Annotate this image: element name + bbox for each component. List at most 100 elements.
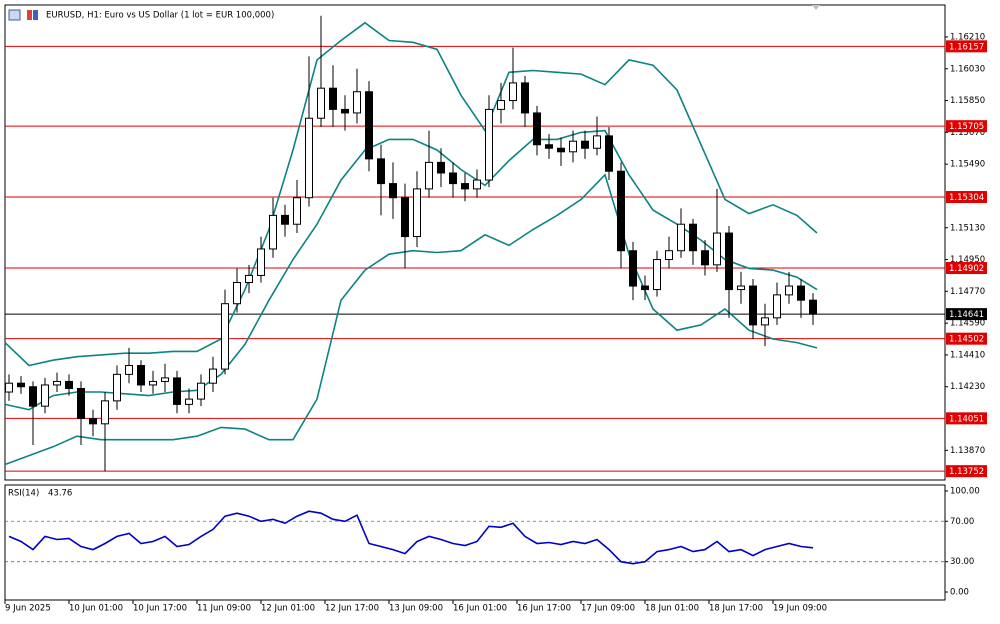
x-tick-label: 10 Jun 17:00 (133, 604, 187, 614)
candle (605, 127, 613, 181)
candle (305, 56, 313, 207)
x-tick-label: 17 Jun 09:00 (581, 604, 635, 614)
candle (65, 374, 73, 396)
candle (749, 278, 757, 340)
candle (797, 278, 805, 318)
price-level-tag (946, 120, 987, 133)
candle-body (245, 274, 253, 284)
y-tick-label: 30.00 (950, 557, 974, 567)
candle (689, 218, 697, 265)
candle-body (197, 382, 205, 400)
candle-body (233, 282, 241, 305)
candle-body (41, 384, 49, 407)
candle-body (401, 197, 409, 238)
candle (593, 116, 601, 156)
candle-body (665, 250, 673, 261)
candle-body (773, 294, 781, 319)
candle-body (629, 250, 637, 287)
candle-body (593, 135, 601, 149)
price-level-label: 1.16157 (949, 42, 984, 52)
candle (173, 370, 181, 414)
candle (629, 241, 637, 301)
candle (713, 188, 721, 272)
y-tick-label: 1.14590 (950, 319, 985, 329)
y-tick-label: 1.15850 (950, 96, 985, 106)
bollinger-band (4, 173, 818, 466)
candle (473, 169, 481, 198)
candle-body (485, 108, 493, 181)
candle-body (725, 232, 733, 291)
candle-body (797, 285, 805, 301)
price-level-tag (946, 262, 987, 275)
candle (77, 381, 85, 446)
candle-body (149, 380, 157, 386)
candle-body (353, 91, 361, 114)
price-level-tag (946, 465, 987, 478)
candle-body (89, 418, 97, 425)
bollinger-band (4, 21, 818, 367)
candle (41, 377, 49, 414)
candle-body (557, 147, 565, 153)
x-tick-label: 18 Jun 17:00 (709, 604, 763, 614)
x-tick-label: 19 Jun 09:00 (773, 604, 827, 614)
candle (209, 356, 217, 393)
candle-body (569, 140, 577, 153)
y-tick-label: 1.14770 (950, 287, 985, 297)
candle (17, 376, 25, 394)
price-level-label: 1.13752 (949, 467, 984, 477)
candle (509, 47, 517, 110)
candle (677, 208, 685, 258)
candle (377, 144, 385, 216)
candle (521, 75, 529, 128)
x-tick-label: 12 Jun 17:00 (325, 604, 379, 614)
price-level-tag (946, 191, 987, 204)
candle-body (305, 117, 313, 199)
candle-body (533, 112, 541, 146)
candle (389, 162, 397, 219)
y-tick-label: 0.00 (950, 588, 969, 598)
candle (437, 148, 445, 188)
candle (245, 264, 253, 294)
icon[interactable] (27, 10, 32, 20)
rsi-value: 43.76 (48, 489, 72, 499)
candle-body (545, 144, 553, 149)
candle (269, 197, 277, 258)
candle (401, 183, 409, 269)
candle-body (221, 303, 229, 370)
candle-body (101, 400, 109, 425)
candle (53, 372, 61, 393)
price-level-label: 1.14051 (949, 414, 984, 424)
y-tick-label: 1.14230 (950, 382, 985, 392)
x-tick-label: 13 Jun 09:00 (389, 604, 443, 614)
candle-body (281, 214, 289, 225)
rsi-panel-frame (4, 484, 946, 601)
candle (461, 172, 469, 202)
candle (665, 236, 673, 269)
candle-body (29, 386, 37, 407)
price-level-tag (946, 40, 987, 53)
candle-body (161, 377, 169, 382)
candle-body (113, 373, 121, 402)
toolbar-icons[interactable] (8, 9, 38, 21)
x-tick-label: 18 Jun 01:00 (645, 604, 699, 614)
icon[interactable] (8, 9, 21, 21)
candle-body (65, 380, 73, 389)
candle (761, 303, 769, 347)
candle (5, 374, 13, 401)
candle (317, 15, 325, 128)
candle-body (293, 197, 301, 225)
candle (413, 171, 421, 248)
candle-body (173, 377, 181, 405)
candle-body (389, 183, 397, 199)
candle-body (449, 172, 457, 185)
candle (533, 105, 541, 156)
price-level-label: 1.15705 (949, 122, 984, 132)
candle (125, 347, 133, 384)
candle (197, 374, 205, 407)
rsi-line (8, 510, 814, 565)
candle (785, 271, 793, 304)
candle (641, 275, 649, 301)
candle-body (365, 91, 373, 160)
icon[interactable] (33, 10, 38, 20)
